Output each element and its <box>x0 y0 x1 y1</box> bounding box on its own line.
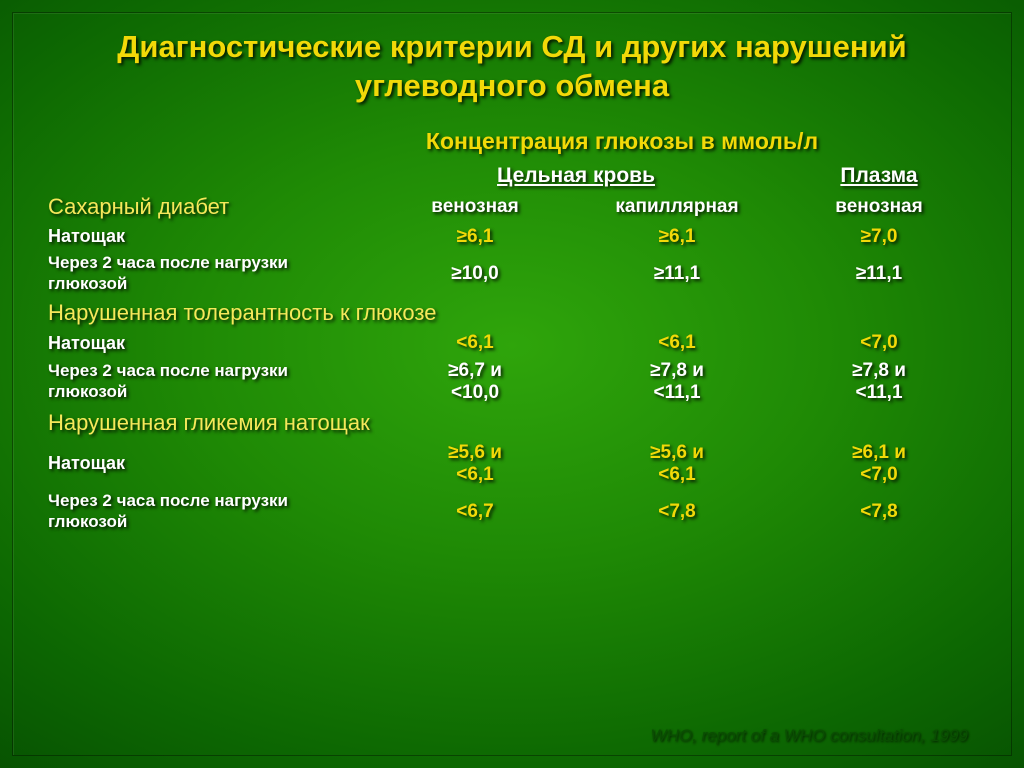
table-row: Через 2 часа после нагрузки глюкозой≥6,7… <box>44 357 980 407</box>
table-row: Через 2 часа после нагрузки глюкозой<6,7… <box>44 488 980 535</box>
slide-content: Диагностические критерии СД и других нар… <box>0 0 1024 768</box>
section-heading: Сахарный диабет <box>44 191 374 223</box>
table-row: Натощак≥6,1≥6,1≥7,0 <box>44 223 980 251</box>
section-heading: Нарушенная толерантность к глюкозе <box>44 297 980 329</box>
table-row: Через 2 часа после нагрузки глюкозой≥10,… <box>44 250 980 297</box>
slide-title: Диагностические критерии СД и других нар… <box>44 28 980 106</box>
table-body: Цельная кровьПлазмаСахарный диабетвенозн… <box>44 161 980 536</box>
header-plasma: Плазма <box>778 161 980 191</box>
header-whole-blood: Цельная кровь <box>374 161 778 191</box>
section-row: Нарушенная гликемия натощак <box>44 407 980 439</box>
header-row-groups: Цельная кровьПлазма <box>44 161 980 191</box>
table-row: Натощак≥5,6 и<6,1≥5,6 и<6,1≥6,1 и<7,0 <box>44 439 980 489</box>
section-heading: Нарушенная гликемия натощак <box>44 407 980 439</box>
table-row: Натощак<6,1<6,1<7,0 <box>44 329 980 357</box>
header-row-cols: Сахарный диабетвенознаякапиллярнаявенозн… <box>44 191 980 223</box>
section-row: Нарушенная толерантность к глюкозе <box>44 297 980 329</box>
slide-subtitle: Концентрация глюкозы в ммоль/л <box>44 128 980 155</box>
criteria-table: Цельная кровьПлазмаСахарный диабетвенозн… <box>44 161 980 536</box>
citation: WHO, report of a WHO consultation, 1999 <box>651 726 968 746</box>
